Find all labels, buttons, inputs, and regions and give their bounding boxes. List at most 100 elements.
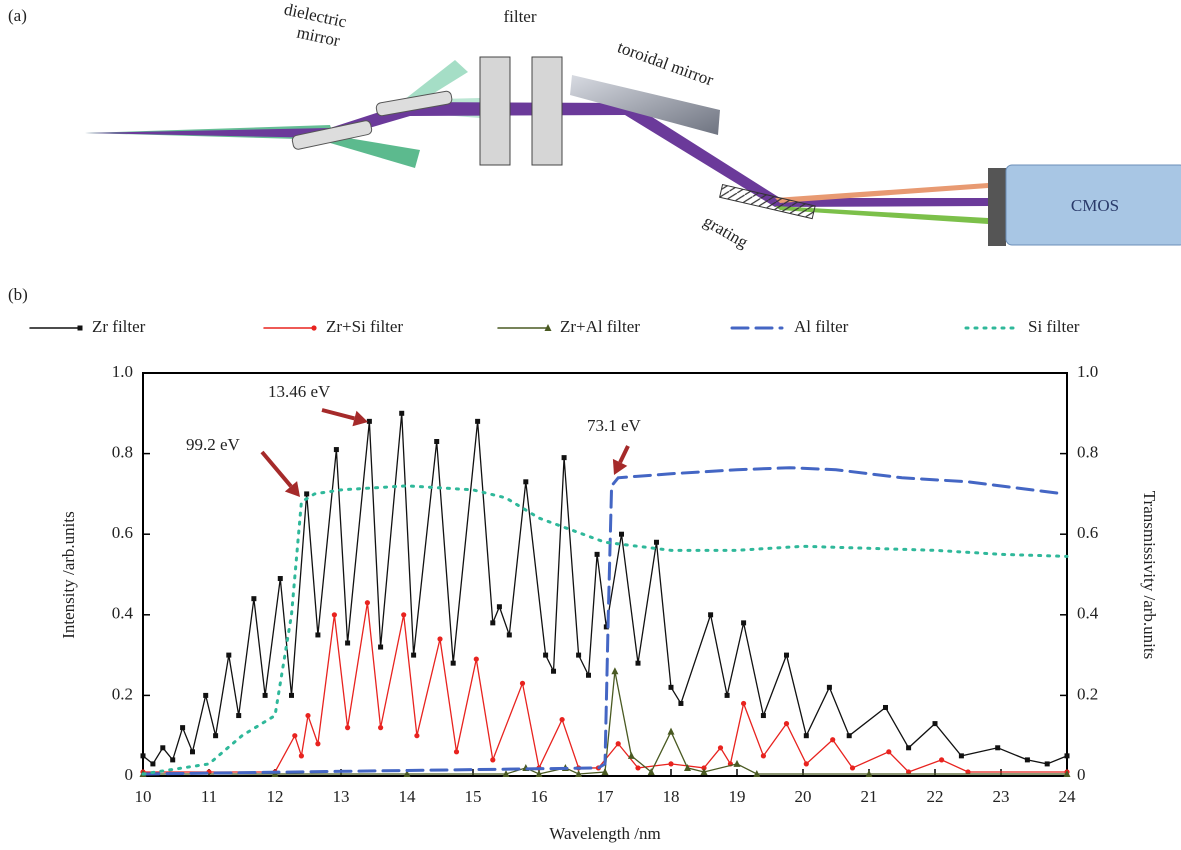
- detector-plate: [988, 168, 1006, 246]
- data-point: [684, 763, 691, 771]
- data-point: [543, 652, 549, 658]
- data-point: [345, 640, 351, 646]
- data-point: [490, 620, 496, 626]
- annotation-arrow: [321, 408, 355, 421]
- annotation-arrowhead: [612, 458, 628, 475]
- data-point: [753, 769, 761, 777]
- data-point: [305, 712, 311, 719]
- beam: [320, 135, 420, 168]
- data-point: [170, 757, 176, 763]
- x-tick-label: 11: [201, 787, 217, 806]
- data-point: [846, 733, 852, 739]
- data-point: [140, 753, 146, 759]
- x-tick-label: 21: [861, 787, 878, 806]
- panel-label: (a): [8, 6, 27, 25]
- data-point: [331, 612, 337, 618]
- data-point: [399, 410, 405, 416]
- data-point: [502, 769, 510, 777]
- data-point: [741, 620, 747, 626]
- data-point: [535, 769, 543, 777]
- data-point: [635, 765, 641, 771]
- annotation-arrowhead: [284, 481, 300, 497]
- y2-tick-label: 0.8: [1077, 443, 1098, 462]
- x-tick-label: 17: [597, 787, 615, 806]
- data-point: [849, 765, 856, 771]
- filter: [479, 56, 511, 166]
- x-tick-label: 23: [993, 787, 1010, 806]
- panel-label: (b): [8, 285, 28, 304]
- data-point: [298, 753, 304, 759]
- data-point: [586, 672, 591, 678]
- data-point: [213, 733, 219, 739]
- data-point: [315, 632, 321, 638]
- annotation: 73.1 eV: [587, 416, 642, 435]
- x-tick-label: 24: [1059, 787, 1077, 806]
- data-point: [304, 491, 310, 497]
- data-point: [678, 700, 684, 706]
- y2-tick-label: 0.4: [1077, 604, 1099, 623]
- data-point: [190, 749, 195, 755]
- data-point: [414, 733, 420, 739]
- data-point: [453, 749, 460, 755]
- data-point: [226, 652, 232, 658]
- data-point: [635, 660, 641, 666]
- data-point: [906, 769, 912, 775]
- y-tick-label: 0.2: [112, 684, 133, 703]
- data-point: [450, 660, 456, 666]
- series-line: [141, 466, 1066, 776]
- data-point: [551, 668, 557, 674]
- data-point: [345, 725, 351, 731]
- x-tick-label: 14: [399, 787, 417, 806]
- beam: [775, 206, 988, 224]
- data-point: [995, 745, 1001, 751]
- x-axis-label: Wavelength /nm: [549, 824, 660, 843]
- data-point: [826, 684, 832, 690]
- legend-label: Zr+Si filter: [326, 317, 403, 336]
- legend-label: Al filter: [794, 317, 849, 336]
- grating: [719, 183, 816, 220]
- data-point: [434, 439, 440, 445]
- data-point: [886, 749, 892, 755]
- data-point: [523, 479, 529, 485]
- data-point: [475, 418, 481, 424]
- data-point: [403, 769, 411, 777]
- diagram-label: filter: [503, 7, 536, 26]
- data-point: [760, 713, 766, 719]
- data-point: [378, 725, 384, 731]
- setup-diagram: (a) dielectric mirror filter toroidal mi…: [8, 0, 1181, 252]
- data-point: [700, 767, 708, 775]
- x-tick-label: 22: [927, 787, 944, 806]
- data-point: [668, 684, 674, 690]
- y-axis-label: Intensity /arb.units: [59, 511, 78, 638]
- data-point: [1044, 761, 1050, 767]
- data-point: [741, 700, 747, 707]
- data-point: [251, 596, 257, 602]
- data-point: [865, 769, 873, 777]
- data-point: [1064, 753, 1070, 759]
- data-point: [1024, 757, 1030, 763]
- y2-tick-label: 0: [1077, 765, 1086, 784]
- data-point: [160, 745, 166, 751]
- y-tick-label: 0.6: [112, 523, 133, 542]
- data-point: [236, 713, 242, 719]
- annotation: 13.46 eV: [268, 382, 331, 401]
- y-tick-label: 1.0: [112, 362, 133, 381]
- annotation-arrow: [260, 450, 293, 488]
- annotation: 99.2 eV: [186, 435, 241, 454]
- data-point: [733, 759, 741, 767]
- data-point: [289, 692, 294, 698]
- series-line: [141, 484, 1069, 776]
- y2-tick-label: 0.2: [1077, 684, 1098, 703]
- data-point: [803, 733, 809, 739]
- data-point: [667, 727, 675, 735]
- data-point: [965, 769, 971, 775]
- data-point: [668, 761, 674, 767]
- data-point: [601, 767, 609, 775]
- data-point: [647, 767, 655, 775]
- x-tick-label: 13: [333, 787, 350, 806]
- data-point: [411, 652, 417, 658]
- data-point: [701, 765, 707, 771]
- mirror: [375, 90, 453, 117]
- data-point: [496, 604, 502, 610]
